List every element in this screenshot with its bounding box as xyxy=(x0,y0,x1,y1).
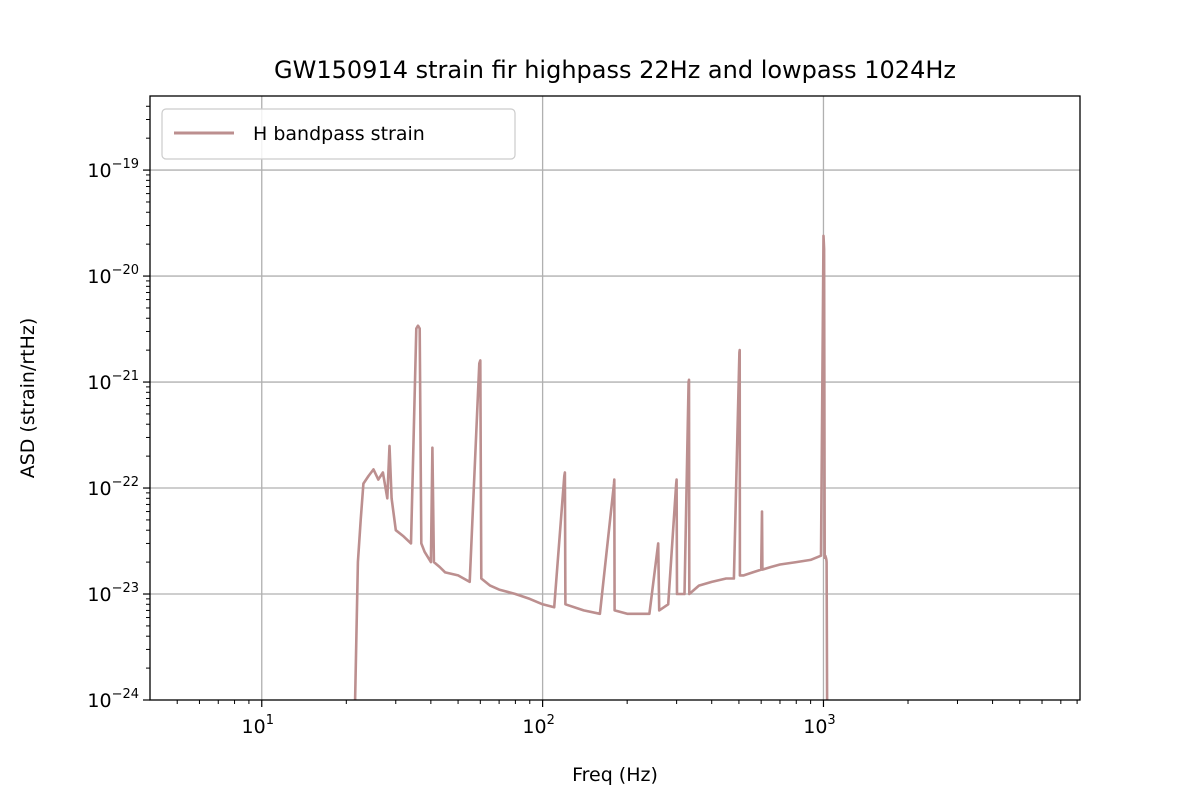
axis-ticks xyxy=(143,105,1078,707)
y-tick-label: 10−22 xyxy=(87,475,139,500)
series-line-h-bandpass-strain xyxy=(353,234,829,700)
y-tick-label: 10−20 xyxy=(87,263,139,288)
x-axis-label: Freq (Hz) xyxy=(572,764,658,786)
legend-box xyxy=(161,108,516,160)
y-tick-label: 10−19 xyxy=(87,157,139,182)
legend: H bandpass strain xyxy=(161,108,516,160)
tick-labels: 101 102 103 10−24 10−23 10−22 10−21 10−20 10−19 xyxy=(87,157,835,738)
chart-title: GW150914 strain fir highpass 22Hz and lo… xyxy=(274,56,956,84)
x-tick-label: 102 xyxy=(522,713,554,738)
legend-label-h-bandpass-strain: H bandpass strain xyxy=(253,123,425,145)
x-tick-label: 103 xyxy=(803,713,835,738)
series-layer xyxy=(353,234,829,700)
y-tick-label: 10−24 xyxy=(87,687,139,712)
y-tick-label: 10−23 xyxy=(87,581,139,606)
x-tick-label: 101 xyxy=(242,713,274,738)
y-axis-label: ASD (strain/rtHz) xyxy=(17,318,39,479)
y-tick-label: 10−21 xyxy=(87,369,139,394)
